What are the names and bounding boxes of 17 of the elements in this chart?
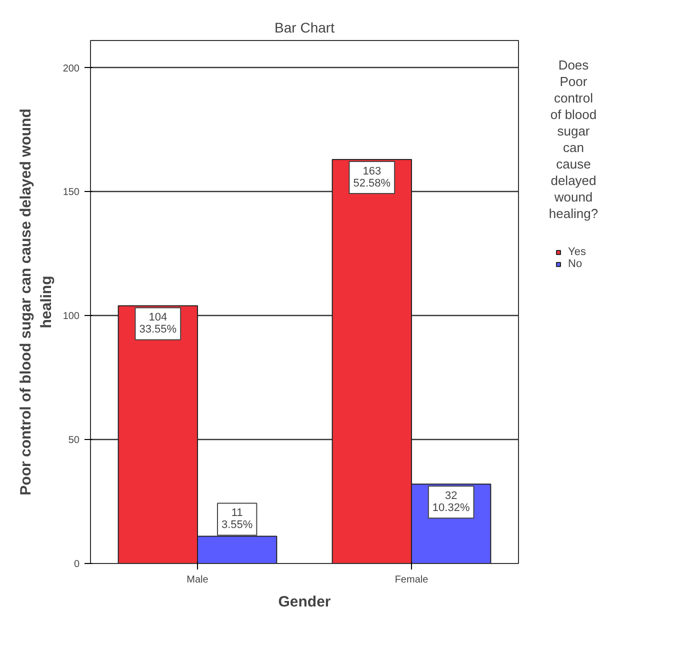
y-tick-label: 50: [68, 435, 80, 446]
legend-label: No: [568, 258, 584, 270]
y-tick-label: 100: [62, 311, 80, 322]
data-label: 104 33.55%: [139, 312, 177, 336]
x-tick-label: Female: [394, 574, 429, 586]
data-label: 163 52.58%: [353, 165, 391, 190]
y-tick-label: 0: [74, 559, 80, 570]
y-axis-title: Poor control of blood sugar can cause delayed wound healing: [17, 108, 55, 496]
x-tick-label: Male: [186, 574, 209, 586]
y-tick-label: 150: [62, 187, 80, 198]
y-tick-label: 200: [62, 63, 80, 74]
data-label: 11 3.55%: [221, 507, 253, 532]
text: Does Poor control of blood sugar can cause delayed wound healing?: [548, 58, 598, 221]
x-axis-title: Gender: [278, 594, 331, 610]
legend-label: Yes: [568, 246, 587, 258]
chart-title: Bar Chart: [274, 20, 335, 36]
data-label: 32 10.32%: [432, 490, 470, 514]
